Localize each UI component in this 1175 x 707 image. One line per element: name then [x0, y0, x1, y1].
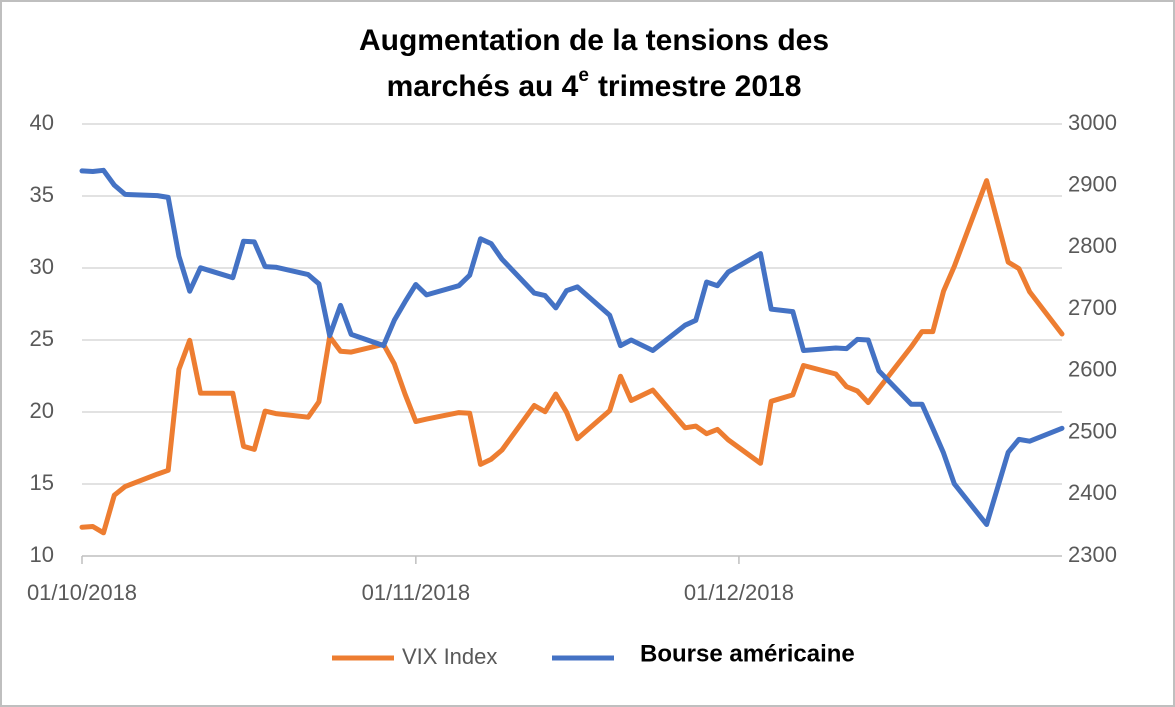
chart-title: marchés au 4e trimestre 2018	[387, 65, 802, 103]
legend-label: Bourse américaine	[640, 640, 855, 667]
y2-tick-label: 2700	[1068, 295, 1117, 320]
y2-tick-label: 2500	[1068, 418, 1117, 443]
y-tick-label: 20	[30, 398, 54, 423]
x-tick-label: 01/12/2018	[684, 580, 794, 605]
chart-title: Augmentation de la tensions des	[359, 24, 829, 57]
chart-title-superscript: e	[578, 65, 589, 86]
chart-title: marchés au 4	[387, 70, 579, 103]
y-tick-label: 40	[30, 110, 54, 135]
y-tick-label: 30	[30, 254, 54, 279]
y2-tick-label: 2400	[1068, 480, 1117, 505]
y-tick-label: 25	[30, 326, 54, 351]
y2-tick-label: 2300	[1068, 542, 1117, 567]
x-tick-label: 01/10/2018	[27, 580, 137, 605]
y2-tick-label: 2900	[1068, 172, 1117, 197]
line-series	[79, 178, 1065, 536]
y2-tick-label: 2800	[1068, 233, 1117, 258]
y-tick-label: 15	[30, 470, 54, 495]
y2-tick-label: 2600	[1068, 357, 1117, 382]
line-series	[79, 167, 1065, 527]
legend-label: VIX Index	[402, 644, 497, 669]
y-tick-label: 10	[30, 542, 54, 567]
y-tick-label: 35	[30, 182, 54, 207]
y2-tick-label: 3000	[1068, 110, 1117, 135]
chart-title: trimestre 2018	[598, 70, 801, 103]
x-tick-label: 01/11/2018	[362, 580, 470, 605]
